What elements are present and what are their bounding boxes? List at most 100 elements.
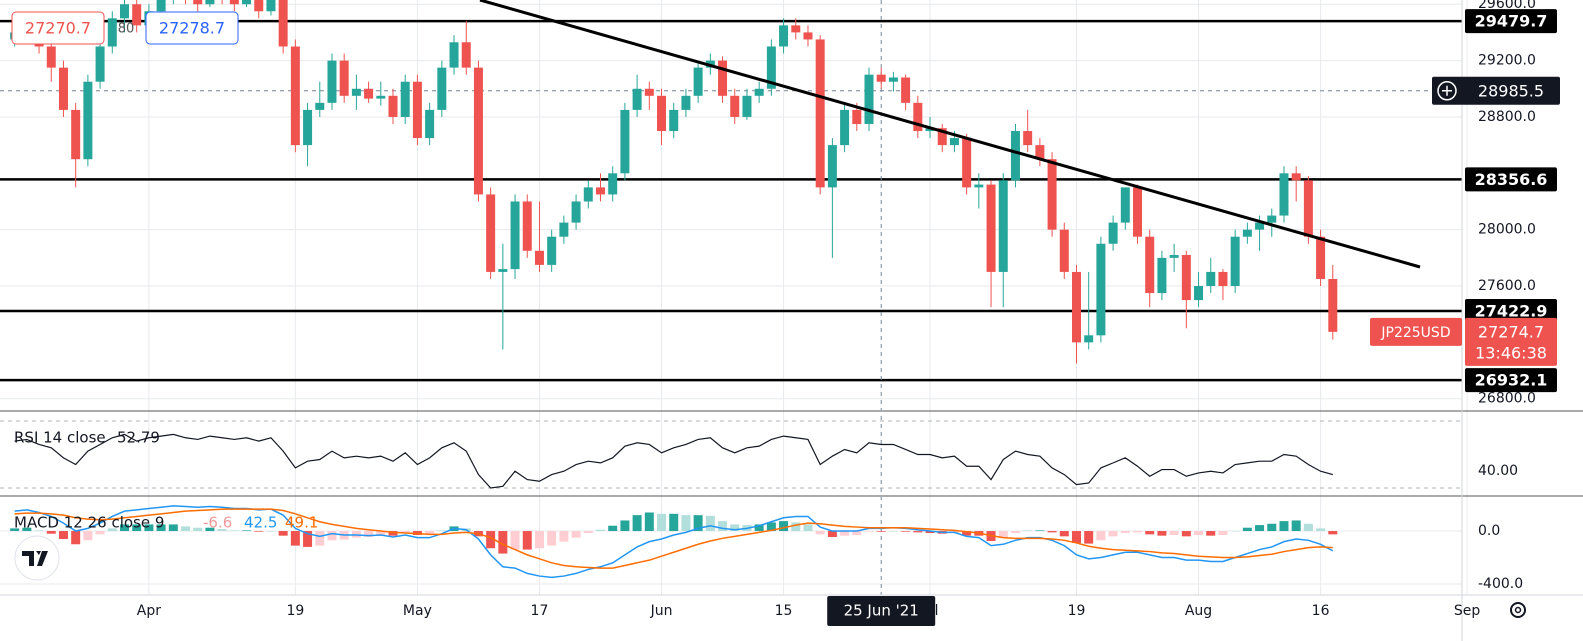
x-tick-label: May [403, 603, 432, 619]
candle-body [718, 60, 728, 96]
macd-histogram-bar [168, 524, 178, 532]
rsi-pane [0, 412, 1462, 495]
candle-body [46, 46, 56, 68]
candle-body [425, 109, 435, 139]
settings-gear[interactable] [1510, 602, 1526, 618]
macd-histogram-bar [876, 531, 886, 532]
candle-body [71, 109, 81, 160]
level-label-box [1465, 368, 1557, 393]
candle-body [547, 236, 557, 265]
candle-body [1206, 271, 1216, 287]
macd-histogram-bar [217, 529, 227, 532]
macd-histogram-bar [559, 531, 569, 542]
candle-body [742, 95, 752, 117]
candle-body [266, 0, 276, 12]
x-tick-label: 17 [531, 603, 549, 619]
symbol-box [1370, 317, 1462, 346]
x-tick-label: 16 [1312, 603, 1330, 619]
macd-histogram-bar [400, 531, 410, 534]
macd-histogram-bar [1035, 530, 1045, 532]
x-tick-label: 19 [1068, 603, 1086, 619]
macd-histogram-bar [779, 521, 789, 532]
rsi-value: 52.79 [117, 429, 160, 447]
countdown: 13:46:38 [1475, 343, 1547, 362]
macd-histogram-bar [718, 521, 728, 532]
macd-histogram-bar [705, 515, 715, 532]
candle-body [840, 109, 850, 146]
candle-body [1169, 255, 1179, 258]
y-tick-label: 28800.0 [1478, 109, 1536, 125]
candle-body [1010, 131, 1020, 181]
macd-histogram-bar [181, 526, 191, 532]
bid-box[interactable] [11, 11, 105, 45]
candle-body [498, 269, 508, 272]
macd-histogram-bar [669, 513, 679, 532]
level-label: 26932.1 [1475, 371, 1548, 390]
macd-histogram-bar [1279, 521, 1289, 532]
macd-histogram-bar [266, 531, 276, 532]
y-tick-label: 27600.0 [1478, 278, 1536, 294]
candle-body [1242, 229, 1252, 237]
macd-histogram-bar [620, 520, 630, 532]
ask-box[interactable] [145, 11, 239, 45]
candle-body [1291, 173, 1301, 181]
macd-histogram-bar [34, 530, 44, 532]
candle-body [1181, 255, 1191, 301]
candle-body [376, 95, 386, 99]
macd-histogram-bar [425, 531, 435, 535]
macd-histogram-bar [1023, 530, 1033, 532]
candle-body [681, 95, 691, 110]
y-tick-label: 29600.0 [1478, 0, 1536, 12]
add-alert-button[interactable] [1437, 81, 1457, 101]
candle-body [303, 109, 313, 146]
macd-histogram-bar [376, 531, 386, 536]
macd-histogram-bar [1169, 531, 1179, 536]
candle-body [1328, 278, 1338, 332]
macd-histogram-bar [1059, 531, 1069, 537]
level-label-box [1465, 167, 1557, 192]
macd-histogram-bar [10, 528, 20, 532]
crosshair-x-box [827, 596, 936, 626]
macd-histogram-bar [1194, 531, 1204, 536]
macd-pane [10, 497, 1338, 595]
candle-body [754, 88, 764, 96]
candle-body [364, 88, 374, 99]
candle-body [827, 145, 837, 188]
candle-body [1145, 236, 1155, 294]
macd-histogram-bar [632, 515, 642, 532]
candle-body [473, 67, 483, 195]
macd-histogram-bar [242, 530, 252, 532]
level-label: 29479.7 [1475, 12, 1548, 31]
crosshair-x-label: 25 Jun '21 [844, 602, 919, 620]
candle-body [766, 46, 776, 89]
y-tick-label: 29200.0 [1478, 53, 1536, 69]
candle-body [632, 88, 642, 110]
level-label: 28356.6 [1475, 170, 1548, 189]
candle-body [315, 102, 325, 110]
candle-body [998, 180, 1008, 272]
candle-body [986, 184, 996, 272]
candle-body [1084, 335, 1094, 343]
macd-histogram-bar [1206, 531, 1216, 536]
macd-histogram-bar [730, 524, 740, 532]
y-tick-label: 28000.0 [1478, 222, 1536, 238]
candle-body [193, 0, 203, 5]
candle-body [901, 77, 911, 103]
y-tick-label: -400.0 [1478, 576, 1523, 592]
macd-readout: -6.6 [203, 514, 232, 532]
macd-histogram-bar [388, 531, 398, 536]
candle-body [290, 46, 300, 146]
candle-body [888, 77, 898, 82]
candle-body [522, 201, 532, 251]
macd-histogram-bar [132, 524, 142, 532]
macd-readout: 49.1 [285, 514, 318, 532]
macd-histogram-bar [46, 531, 56, 534]
macd-histogram-bar [364, 531, 374, 537]
crosshair-y-box [1432, 76, 1560, 105]
macd-histogram-bar [766, 522, 776, 532]
candle-body [486, 194, 496, 272]
tradingview-logo[interactable] [14, 535, 60, 581]
spread: 80 [118, 22, 135, 37]
candle-body [449, 42, 459, 68]
macd-histogram-bar [303, 531, 313, 547]
